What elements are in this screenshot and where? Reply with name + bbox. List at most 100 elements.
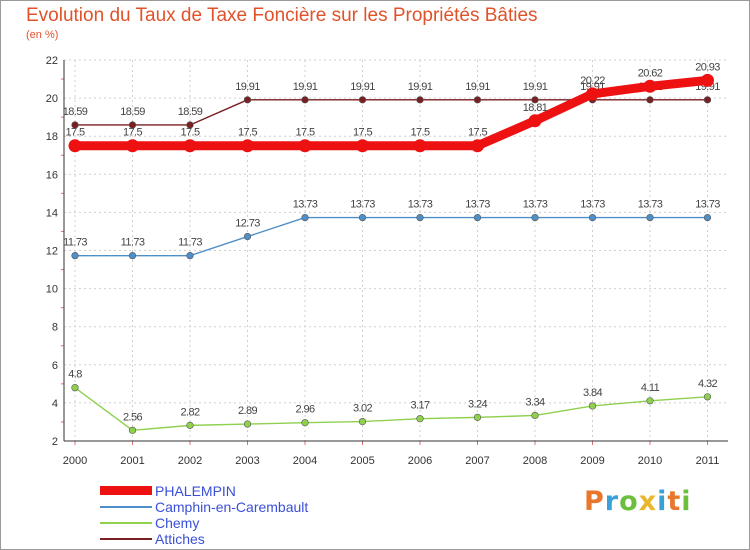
- plot-area: [64, 60, 728, 441]
- y-tick-label: 16: [46, 169, 58, 181]
- data-point-camphin-en-carembault: [588, 213, 597, 222]
- y-tick-label: 18: [46, 131, 58, 143]
- y-tick-label: 4: [52, 398, 58, 410]
- series-line-attiches: [74, 99, 709, 126]
- data-point-phalempin: [126, 139, 139, 153]
- data-point-attiches: [128, 121, 137, 129]
- data-label-camphin-en-carembault: 13.73: [638, 199, 663, 211]
- data-label-phalempin: 20.62: [638, 67, 663, 79]
- x-tick-label: 2008: [523, 455, 547, 467]
- legend-swatch: [100, 486, 152, 495]
- data-label-phalempin: 17.5: [468, 127, 487, 139]
- data-point-attiches: [358, 96, 367, 104]
- x-tick-label: 2001: [120, 455, 144, 467]
- data-point-chemy: [416, 415, 424, 423]
- data-label-camphin-en-carembault: 13.73: [408, 199, 433, 211]
- x-tick-label: 2011: [696, 455, 720, 467]
- data-point-camphin-en-carembault: [358, 213, 367, 222]
- x-tick-label: 2002: [178, 455, 202, 467]
- data-point-camphin-en-carembault: [301, 213, 309, 222]
- data-label-attiches: 19.91: [408, 81, 433, 93]
- x-tick-label: 2010: [638, 455, 662, 467]
- x-tick-label: 2000: [63, 455, 87, 467]
- data-point-chemy: [186, 421, 194, 429]
- data-point-chemy: [703, 393, 712, 401]
- data-label-attiches: 18.59: [120, 106, 145, 118]
- data-point-phalempin: [241, 139, 254, 153]
- data-label-camphin-en-carembault: 13.73: [695, 199, 720, 211]
- data-point-chemy: [473, 413, 482, 421]
- data-label-phalempin: 17.5: [295, 127, 314, 139]
- y-tick-label: 22: [46, 55, 58, 67]
- data-label-camphin-en-carembault: 13.73: [465, 199, 490, 211]
- data-label-chemy: 2.56: [123, 411, 142, 423]
- legend-label: Chemy: [155, 515, 200, 531]
- y-tick-label: 2: [52, 436, 58, 448]
- data-point-chemy: [243, 420, 252, 428]
- data-point-chemy: [358, 417, 367, 426]
- data-label-camphin-en-carembault: 11.73: [63, 237, 87, 249]
- data-point-phalempin: [183, 139, 197, 153]
- data-label-attiches: 19.91: [523, 81, 548, 93]
- y-tick-label: 14: [46, 207, 58, 219]
- logo-letter: r: [604, 486, 620, 517]
- data-label-phalempin: 17.5: [238, 127, 257, 139]
- data-point-phalempin: [413, 139, 427, 153]
- data-point-attiches: [186, 121, 194, 129]
- data-point-phalempin: [471, 139, 484, 153]
- data-point-phalempin: [528, 114, 542, 128]
- data-label-camphin-en-carembault: 13.73: [580, 199, 605, 211]
- x-tick-label: 2005: [350, 455, 374, 467]
- data-point-attiches: [531, 96, 539, 104]
- data-label-camphin-en-carembault: 12.73: [235, 218, 260, 230]
- legend-label: Attiches: [155, 531, 205, 547]
- data-label-phalempin: 17.5: [180, 127, 199, 139]
- series-line-chemy: [74, 386, 709, 432]
- data-point-camphin-en-carembault: [416, 213, 424, 222]
- data-label-phalempin: 20.93: [695, 61, 720, 73]
- logo-letter: i: [657, 486, 668, 517]
- data-point-attiches: [646, 96, 654, 104]
- legend-item: PHALEMPIN: [100, 483, 360, 499]
- data-label-attiches: 19.91: [235, 81, 260, 93]
- data-label-chemy: 3.34: [525, 396, 544, 408]
- series-line-phalempin: [70, 75, 712, 151]
- data-point-camphin-en-carembault: [703, 213, 712, 222]
- data-point-chemy: [531, 411, 539, 420]
- y-tick-label: 20: [46, 93, 58, 105]
- data-point-camphin-en-carembault: [646, 213, 654, 222]
- data-point-phalempin: [586, 87, 599, 101]
- data-point-chemy: [588, 402, 597, 410]
- proxiti-logo: Proxiti: [584, 486, 692, 517]
- data-point-attiches: [473, 96, 482, 104]
- data-point-phalempin: [68, 139, 82, 153]
- data-label-camphin-en-carembault: 13.73: [293, 199, 318, 211]
- data-label-attiches: 19.91: [350, 81, 375, 93]
- data-label-phalempin: 17.5: [410, 127, 429, 139]
- logo-letter: t: [667, 486, 682, 517]
- x-tick-label: 2007: [465, 455, 489, 467]
- x-tick-label: 2004: [293, 455, 317, 467]
- data-point-camphin-en-carembault: [243, 232, 252, 241]
- legend-label: PHALEMPIN: [155, 483, 236, 499]
- logo-letter: o: [619, 486, 639, 517]
- data-point-chemy: [71, 384, 79, 392]
- legend-item: Camphin-en-Carembault: [100, 499, 360, 515]
- data-point-chemy: [301, 419, 309, 427]
- series-line-camphin-en-carembault: [74, 216, 709, 257]
- data-label-attiches: 19.91: [293, 81, 318, 93]
- data-point-chemy: [128, 426, 137, 434]
- y-tick-label: 6: [52, 360, 58, 372]
- data-label-chemy: 3.84: [583, 387, 602, 399]
- legend-label: Camphin-en-Carembault: [155, 499, 309, 515]
- chart-legend: PHALEMPIN Camphin-en-Carembault Chemy Attic…: [100, 483, 360, 547]
- y-tick-label: 12: [46, 246, 58, 258]
- data-point-attiches: [301, 96, 309, 104]
- data-label-chemy: 2.82: [180, 406, 199, 418]
- data-label-camphin-en-carembault: 13.73: [350, 199, 375, 211]
- data-label-phalempin: 18.81: [523, 102, 548, 114]
- data-point-attiches: [243, 96, 252, 104]
- data-label-phalempin: 17.5: [353, 127, 372, 139]
- data-label-chemy: 2.89: [238, 405, 257, 417]
- logo-letter: i: [681, 486, 692, 517]
